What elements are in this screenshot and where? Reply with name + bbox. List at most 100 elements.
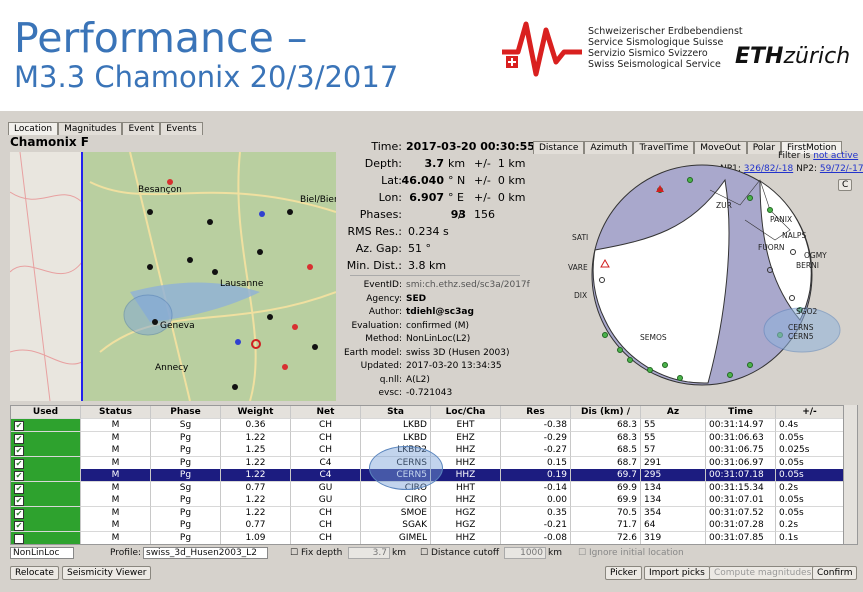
table-cell[interactable]: 0.05s bbox=[776, 456, 844, 470]
table-cell[interactable]: M bbox=[81, 531, 151, 544]
checkbox[interactable]: ✔ bbox=[14, 521, 24, 531]
table-cell[interactable]: 68.3 bbox=[571, 419, 641, 432]
table-cell[interactable]: CH bbox=[291, 531, 361, 544]
table-cell[interactable]: 00:31:07.01 bbox=[706, 494, 776, 507]
button[interactable]: Picker bbox=[605, 566, 642, 580]
cutoff-input[interactable]: 1000 bbox=[504, 547, 546, 559]
table-cell[interactable]: EHZ bbox=[431, 431, 501, 445]
table-cell[interactable]: M bbox=[81, 444, 151, 457]
button[interactable]: Confirm bbox=[812, 566, 858, 580]
table-cell[interactable]: HHT bbox=[431, 481, 501, 495]
used-cell[interactable]: ✔ bbox=[11, 519, 81, 532]
table-cell[interactable]: Pg bbox=[151, 444, 221, 457]
table-cell[interactable]: 0.00 bbox=[501, 494, 571, 507]
table-cell[interactable]: 1.09 bbox=[221, 531, 291, 544]
tab[interactable]: MoveOut bbox=[694, 141, 747, 154]
tab[interactable]: FirstMotion bbox=[781, 141, 843, 154]
table-cell[interactable]: 00:31:06.75 bbox=[706, 444, 776, 457]
table-cell[interactable]: 134 bbox=[641, 494, 706, 507]
table-cell[interactable]: M bbox=[81, 456, 151, 470]
used-cell[interactable]: ✔ bbox=[11, 481, 81, 495]
checkbox[interactable]: ✔ bbox=[14, 496, 24, 506]
table-cell[interactable]: 291 bbox=[641, 456, 706, 470]
table-cell[interactable]: 0.025s bbox=[776, 444, 844, 457]
table-cell[interactable]: Sg bbox=[151, 481, 221, 495]
table-cell[interactable]: 1.22 bbox=[221, 469, 291, 482]
table-cell[interactable]: 00:31:07.18 bbox=[706, 469, 776, 482]
table-cell[interactable]: SGAK bbox=[361, 519, 431, 532]
ignore-initial[interactable]: ☐ Ignore initial location bbox=[578, 548, 684, 558]
table-cell[interactable]: 69.9 bbox=[571, 481, 641, 495]
table-cell[interactable]: LKBD bbox=[361, 419, 431, 432]
tab[interactable]: Distance bbox=[533, 141, 585, 154]
checkbox[interactable]: ✔ bbox=[14, 458, 24, 469]
table-cell[interactable]: 55 bbox=[641, 431, 706, 445]
table-cell[interactable]: 68.7 bbox=[571, 456, 641, 470]
table-cell[interactable]: HGZ bbox=[431, 506, 501, 520]
table-cell[interactable]: 57 bbox=[641, 444, 706, 457]
table-cell[interactable]: 0.2s bbox=[776, 519, 844, 532]
tab[interactable]: Polar bbox=[746, 141, 782, 154]
button[interactable]: Import picks bbox=[644, 566, 710, 580]
checkbox[interactable]: ✔ bbox=[14, 471, 24, 481]
checkbox[interactable]: ✔ bbox=[14, 483, 24, 494]
table-cell[interactable]: Pg bbox=[151, 519, 221, 532]
tab[interactable]: Events bbox=[160, 122, 203, 135]
zoom-button[interactable]: C bbox=[838, 179, 853, 191]
table-cell[interactable]: 0.2s bbox=[776, 481, 844, 495]
table-cell[interactable]: 00:31:06.97 bbox=[706, 456, 776, 470]
checkbox[interactable]: ✔ bbox=[14, 508, 24, 519]
table-cell[interactable]: HHZ bbox=[431, 494, 501, 507]
table-cell[interactable]: EHT bbox=[431, 419, 501, 432]
table-cell[interactable]: 0.05s bbox=[776, 431, 844, 445]
table-cell[interactable]: 00:31:14.97 bbox=[706, 419, 776, 432]
table-cell[interactable]: 0.05s bbox=[776, 494, 844, 507]
used-cell[interactable]: ✔ bbox=[11, 506, 81, 520]
table-cell[interactable]: CIRO bbox=[361, 494, 431, 507]
table-cell[interactable]: CH bbox=[291, 444, 361, 457]
checkbox[interactable] bbox=[14, 533, 24, 544]
table-cell[interactable]: 70.5 bbox=[571, 506, 641, 520]
checkbox[interactable]: ✔ bbox=[14, 421, 24, 431]
used-cell[interactable]: ✔ bbox=[11, 469, 81, 482]
table-cell[interactable]: M bbox=[81, 506, 151, 520]
table-cell[interactable]: Pg bbox=[151, 431, 221, 445]
table-cell[interactable]: 69.7 bbox=[571, 469, 641, 482]
table-cell[interactable]: Pg bbox=[151, 469, 221, 482]
table-cell[interactable]: 68.5 bbox=[571, 444, 641, 457]
table-cell[interactable]: CH bbox=[291, 419, 361, 432]
fix-depth[interactable]: ☐ Fix depth bbox=[290, 548, 343, 558]
used-cell[interactable] bbox=[11, 531, 81, 544]
used-cell[interactable]: ✔ bbox=[11, 431, 81, 445]
scrollbar[interactable] bbox=[843, 405, 857, 544]
table-cell[interactable]: 00:31:07.52 bbox=[706, 506, 776, 520]
table-cell[interactable]: Pg bbox=[151, 506, 221, 520]
table-cell[interactable]: 0.19 bbox=[501, 469, 571, 482]
table-cell[interactable]: HHZ bbox=[431, 531, 501, 544]
table-cell[interactable]: CH bbox=[291, 519, 361, 532]
profile-select[interactable]: swiss_3d_Husen2003_L2 bbox=[143, 547, 268, 559]
depth-input[interactable]: 3.7 bbox=[348, 547, 390, 559]
tab[interactable]: Magnitudes bbox=[58, 122, 123, 135]
table-cell[interactable]: M bbox=[81, 494, 151, 507]
table-cell[interactable]: 0.15 bbox=[501, 456, 571, 470]
table-cell[interactable]: 1.22 bbox=[221, 431, 291, 445]
table-cell[interactable]: Pg bbox=[151, 494, 221, 507]
table-cell[interactable]: 0.4s bbox=[776, 419, 844, 432]
table-cell[interactable]: C4 bbox=[291, 469, 361, 482]
np1[interactable]: 326/82/-18 bbox=[743, 164, 794, 174]
table-cell[interactable]: 00:31:15.34 bbox=[706, 481, 776, 495]
table-cell[interactable]: HHZ bbox=[431, 444, 501, 457]
checkbox[interactable]: ✔ bbox=[14, 446, 24, 456]
filter-link[interactable]: not active bbox=[813, 151, 859, 161]
distance-cutoff[interactable]: ☐ Distance cutoff bbox=[420, 548, 500, 558]
table-cell[interactable]: -0.29 bbox=[501, 431, 571, 445]
used-cell[interactable]: ✔ bbox=[11, 456, 81, 470]
table-cell[interactable]: M bbox=[81, 419, 151, 432]
table-cell[interactable]: GU bbox=[291, 481, 361, 495]
button[interactable]: Compute magnitudes bbox=[709, 566, 817, 580]
tab[interactable]: Location bbox=[8, 122, 59, 135]
table-cell[interactable]: 0.77 bbox=[221, 481, 291, 495]
table-cell[interactable]: 00:31:07.85 bbox=[706, 531, 776, 544]
table-cell[interactable]: M bbox=[81, 431, 151, 445]
